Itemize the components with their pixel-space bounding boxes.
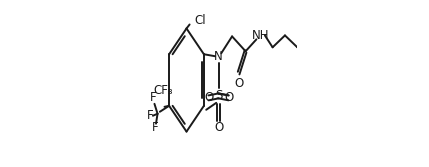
Text: O: O: [234, 76, 243, 90]
Text: Cl: Cl: [194, 14, 206, 27]
Text: N: N: [214, 50, 223, 63]
Text: F: F: [150, 91, 156, 104]
Text: F: F: [147, 109, 154, 122]
Text: NH: NH: [251, 29, 269, 42]
Text: O: O: [224, 91, 233, 104]
Text: F: F: [152, 121, 159, 134]
Text: O: O: [204, 91, 213, 104]
Text: O: O: [214, 121, 223, 134]
Text: CF₃: CF₃: [154, 85, 173, 97]
Text: S: S: [215, 89, 222, 102]
